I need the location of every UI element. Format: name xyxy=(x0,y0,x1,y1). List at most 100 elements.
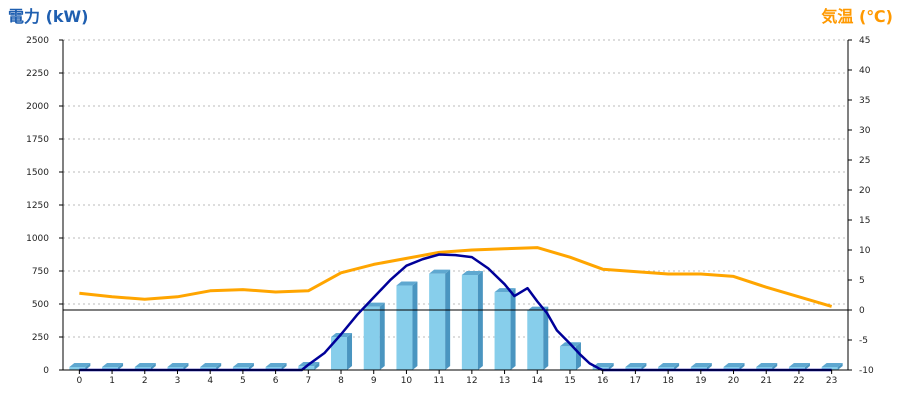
bar xyxy=(232,363,254,370)
bar-front xyxy=(559,346,576,370)
left-tick-label: 1000 xyxy=(26,234,49,244)
bar-front xyxy=(167,367,184,370)
bar-top xyxy=(396,281,418,286)
bar-top xyxy=(625,363,647,367)
right-tick-label: 30 xyxy=(859,126,871,136)
bar-side xyxy=(412,281,418,370)
x-tick-label: 8 xyxy=(338,376,344,386)
bar xyxy=(527,306,549,370)
right-tick-label: 25 xyxy=(859,156,870,166)
x-tick-label: 4 xyxy=(207,376,213,386)
bar xyxy=(102,363,124,370)
right-tick-label: 20 xyxy=(859,186,871,196)
bar-top xyxy=(429,269,451,274)
bar-side xyxy=(608,363,614,370)
bar-front xyxy=(625,367,642,370)
x-tick-label: 23 xyxy=(826,376,837,386)
right-tick-label: 15 xyxy=(859,216,870,226)
left-tick-label: 2250 xyxy=(26,69,49,79)
bar-top xyxy=(200,363,222,367)
left-tick-label: 1250 xyxy=(26,201,49,211)
x-tick-label: 9 xyxy=(371,376,377,386)
x-tick-label: 0 xyxy=(76,376,82,386)
bar-side xyxy=(674,363,680,370)
x-tick-label: 5 xyxy=(240,376,246,386)
bar-top xyxy=(788,363,810,367)
bar xyxy=(625,363,647,370)
right-axis-title: 気温 (℃) xyxy=(821,7,893,26)
bar-side xyxy=(118,363,124,370)
left-tick-label: 0 xyxy=(43,366,49,376)
bar-top xyxy=(265,363,287,367)
bar-side xyxy=(575,342,581,370)
x-tick-label: 19 xyxy=(695,376,707,386)
bar xyxy=(461,270,483,370)
bar-side xyxy=(314,362,320,370)
x-tick-label: 1 xyxy=(109,376,115,386)
bar-front xyxy=(429,273,446,370)
bar-front xyxy=(102,367,119,370)
x-tick-label: 11 xyxy=(433,376,444,386)
x-tick-label: 12 xyxy=(466,376,477,386)
bar-front xyxy=(134,367,151,370)
right-tick-label: 40 xyxy=(859,66,871,76)
bar-side xyxy=(543,306,549,370)
bar-top xyxy=(592,363,614,367)
right-tick-label: 0 xyxy=(859,306,865,316)
bar-side xyxy=(477,270,483,370)
bar-side xyxy=(510,288,516,370)
bar xyxy=(429,269,451,370)
bar-front xyxy=(821,367,838,370)
bar xyxy=(821,363,843,370)
bar-front xyxy=(298,366,315,370)
bar xyxy=(690,363,712,370)
bar-front xyxy=(788,367,805,370)
right-tick-label: 5 xyxy=(859,276,865,286)
bar-side xyxy=(216,363,222,370)
temperature-line xyxy=(79,246,833,308)
bar-side xyxy=(281,363,287,370)
x-tick-label: 2 xyxy=(142,376,148,386)
bar-front xyxy=(756,367,773,370)
bar-side xyxy=(772,363,778,370)
bar-side xyxy=(641,363,647,370)
bar xyxy=(559,342,581,370)
left-tick-label: 250 xyxy=(32,333,49,343)
bar-side xyxy=(347,333,353,370)
bar-front xyxy=(265,367,282,370)
x-tick-label: 16 xyxy=(597,376,609,386)
bar-front xyxy=(363,306,380,370)
bar-front xyxy=(461,274,478,370)
power-line xyxy=(79,253,832,372)
bar-top xyxy=(167,363,189,367)
bar-side xyxy=(248,363,254,370)
x-tick-label: 21 xyxy=(761,376,772,386)
bar-front xyxy=(658,367,675,370)
bar-front xyxy=(200,367,217,370)
bar xyxy=(723,363,745,370)
bar-front xyxy=(690,367,707,370)
bar-top xyxy=(756,363,778,367)
bar-front xyxy=(396,285,413,370)
bar-top xyxy=(821,363,843,367)
right-tick-label: 35 xyxy=(859,96,870,106)
bar xyxy=(494,288,516,370)
right-tick-label: -10 xyxy=(859,366,874,376)
bar-top xyxy=(102,363,124,367)
bar-side xyxy=(150,363,156,370)
x-tick-label: 10 xyxy=(401,376,413,386)
right-tick-label: 10 xyxy=(859,246,871,256)
x-tick-label: 20 xyxy=(728,376,740,386)
bar-front xyxy=(69,367,86,370)
bar-top xyxy=(690,363,712,367)
bar xyxy=(396,281,418,370)
bar xyxy=(134,363,156,370)
bar-side xyxy=(445,269,451,370)
bar-top xyxy=(461,270,483,275)
left-tick-label: 1750 xyxy=(26,135,49,145)
bar-front xyxy=(331,337,348,370)
bar xyxy=(363,302,385,370)
left-tick-label: 2500 xyxy=(26,36,49,46)
bar-side xyxy=(379,302,385,370)
bar xyxy=(658,363,680,370)
